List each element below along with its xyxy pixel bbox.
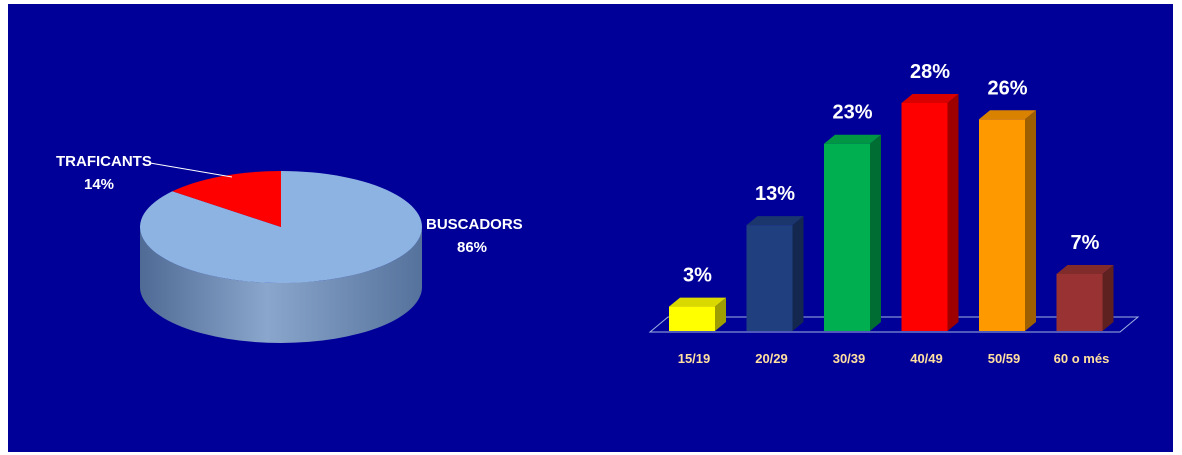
bar-side-2 <box>870 134 881 331</box>
bar-category-label-5: 60 o més <box>1054 351 1110 366</box>
pie-leader-line <box>149 162 233 178</box>
bar-category-label-3: 40/49 <box>910 351 943 366</box>
bar-side-4 <box>1025 110 1036 332</box>
bar-4 <box>979 119 1025 332</box>
bar-side-3 <box>947 94 959 331</box>
bar-2 <box>824 143 870 331</box>
bar-5 <box>1056 274 1103 331</box>
bar-value-label-2: 23% <box>832 102 872 124</box>
bar-top-5 <box>1056 265 1114 274</box>
pie-value-traficants: 14% <box>84 176 114 193</box>
bar-category-label-2: 30/39 <box>833 351 866 366</box>
bar-category-label-0: 15/19 <box>678 351 711 366</box>
bar-top-0 <box>669 297 726 307</box>
pie-slice-buscadors <box>140 171 423 283</box>
bar-value-label-4: 26% <box>987 77 1027 99</box>
bar-1 <box>746 225 793 331</box>
bar-floor-plane <box>648 316 1140 333</box>
pie-label-buscadors: BUSCADORS <box>426 216 523 233</box>
bar-top-4 <box>979 110 1036 120</box>
bar-3 <box>901 103 948 331</box>
bar-value-label-5: 7% <box>1071 232 1100 254</box>
bar-side-1 <box>792 216 804 331</box>
bar-side-0 <box>715 297 726 331</box>
bar-category-label-1: 20/29 <box>755 351 788 366</box>
pie-value-buscadors: 86% <box>457 239 487 256</box>
bar-top-3 <box>901 94 959 103</box>
bar-side-5 <box>1102 265 1114 331</box>
bar-category-label-4: 50/59 <box>988 351 1021 366</box>
pie-side-wall <box>140 227 422 343</box>
bar-top-2 <box>824 134 881 144</box>
pie-slice-traficants <box>172 171 281 227</box>
bar-0 <box>669 306 715 331</box>
bar-value-label-0: 3% <box>683 265 712 287</box>
bar-top-1 <box>746 216 804 226</box>
bar-value-label-1: 13% <box>755 183 795 205</box>
bar-value-label-3: 28% <box>910 61 950 83</box>
pie-label-traficants: TRAFICANTS <box>56 153 152 170</box>
